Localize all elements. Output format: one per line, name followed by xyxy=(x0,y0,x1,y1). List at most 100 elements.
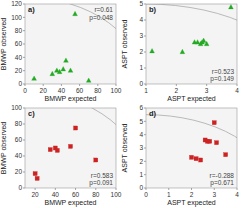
y-tick-label: 0 xyxy=(18,184,22,191)
x-tick-label: 2 xyxy=(175,87,179,94)
x-tick-label: 80 xyxy=(92,191,100,198)
figure: 020406080100020406080100120BMWP expected… xyxy=(0,0,242,208)
plot-frame xyxy=(146,4,237,84)
panel-label: a) xyxy=(28,5,35,14)
y-tick-label: 5 xyxy=(139,118,143,125)
y-tick xyxy=(144,188,146,189)
plot-area xyxy=(146,4,237,84)
x-tick-label: 1 xyxy=(167,191,171,198)
point xyxy=(229,4,234,8)
x-tick-label: 3 xyxy=(212,191,216,198)
x-axis-label: BMWP expected xyxy=(44,199,96,207)
y-tick-label: 4 xyxy=(139,131,143,138)
plot-area xyxy=(25,4,116,84)
panel: 20406080100020406080100BMWP expectedBMWP… xyxy=(0,92,146,208)
y-axis-label: ASPT observed xyxy=(121,19,128,68)
x-tick-label: 20 xyxy=(40,87,48,94)
y-tick-label: 60 xyxy=(15,136,23,143)
annotation: r=0.583 xyxy=(91,172,114,179)
plot-area xyxy=(25,108,116,188)
y-tick-label: 3 xyxy=(139,144,143,151)
y-tick-label: 2 xyxy=(139,158,143,165)
y-tick-label: 0 xyxy=(139,80,143,87)
reference-arc xyxy=(25,4,116,84)
plot-frame xyxy=(25,4,116,84)
point xyxy=(204,41,209,45)
x-tick-label: 4 xyxy=(235,87,239,94)
y-tick xyxy=(144,36,146,37)
plot-data xyxy=(146,115,237,188)
panel-label: b) xyxy=(149,5,157,14)
y-tick-label: 60 xyxy=(15,40,23,47)
point xyxy=(68,144,72,148)
y-axis-label: ASPT observed xyxy=(121,123,128,172)
annotation: p=0.091 xyxy=(89,179,113,187)
y-tick-label: 0 xyxy=(139,184,143,191)
x-tick-label: 3 xyxy=(205,87,209,94)
x-tick-label: 100 xyxy=(111,87,122,94)
point xyxy=(195,40,200,44)
y-tick-label: 1 xyxy=(139,64,143,71)
x-tick-label: 20 xyxy=(31,191,39,198)
y-tick-label: 80 xyxy=(15,27,23,34)
x-tick-label: 0 xyxy=(23,87,27,94)
x-tick-label: 0 xyxy=(144,191,148,198)
y-tick xyxy=(144,52,146,53)
panel-label: c) xyxy=(28,109,35,118)
point xyxy=(224,153,228,157)
plot-data xyxy=(146,4,237,84)
reference-arc xyxy=(146,4,237,84)
y-tick-label: 3 xyxy=(139,32,143,39)
y-tick xyxy=(144,161,146,162)
annotations: r=-0.288p=0.671 xyxy=(210,172,235,188)
point xyxy=(55,148,59,152)
point xyxy=(68,68,73,72)
x-axis-label: BMWP expected xyxy=(44,95,96,103)
point xyxy=(94,158,98,162)
annotation: p=0.048 xyxy=(89,14,113,22)
x-tick-label: 1 xyxy=(144,87,148,94)
y-tick xyxy=(144,108,146,109)
annotation: r=-0.288 xyxy=(210,172,235,179)
reference-arc xyxy=(25,108,116,188)
x-tick-label: 2 xyxy=(190,191,194,198)
y-tick xyxy=(144,134,146,135)
x-tick-label: 60 xyxy=(72,191,80,198)
y-tick xyxy=(144,174,146,175)
point xyxy=(86,78,91,82)
point xyxy=(33,172,37,176)
panel: 012340123456ASPT expectedASPT observedd)… xyxy=(21,104,242,208)
point xyxy=(180,49,185,53)
x-tick-label: 4 xyxy=(235,191,239,198)
y-tick-label: 2 xyxy=(139,48,143,55)
annotations: r=0.583p=0.091 xyxy=(89,172,113,188)
point xyxy=(64,58,69,62)
x-tick-label: 40 xyxy=(52,191,60,198)
y-tick-label: 40 xyxy=(15,152,23,159)
x-axis-label: ASPT expected xyxy=(167,199,216,207)
y-tick-label: 5 xyxy=(139,0,143,7)
plot-data xyxy=(25,4,116,84)
point xyxy=(199,158,203,162)
point xyxy=(48,148,52,152)
plot-frame xyxy=(25,108,116,188)
point xyxy=(32,76,37,80)
point xyxy=(208,139,212,143)
annotations: r=0.61p=0.048 xyxy=(89,6,113,22)
point xyxy=(50,71,55,75)
annotation: r=0.61 xyxy=(94,6,113,13)
plot-data xyxy=(25,108,116,188)
x-tick-label: 40 xyxy=(58,87,66,94)
y-tick-label: 80 xyxy=(15,120,23,127)
point xyxy=(194,157,198,161)
y-tick-label: 4 xyxy=(139,16,143,23)
y-tick-label: 100 xyxy=(11,14,22,21)
point xyxy=(189,155,193,159)
y-tick xyxy=(144,84,146,85)
point xyxy=(150,48,155,52)
y-axis-label: BMWP observed xyxy=(0,18,7,70)
point xyxy=(73,11,78,15)
x-axis-label: ASPT expected xyxy=(167,95,216,103)
y-tick xyxy=(144,68,146,69)
y-tick xyxy=(144,4,146,5)
